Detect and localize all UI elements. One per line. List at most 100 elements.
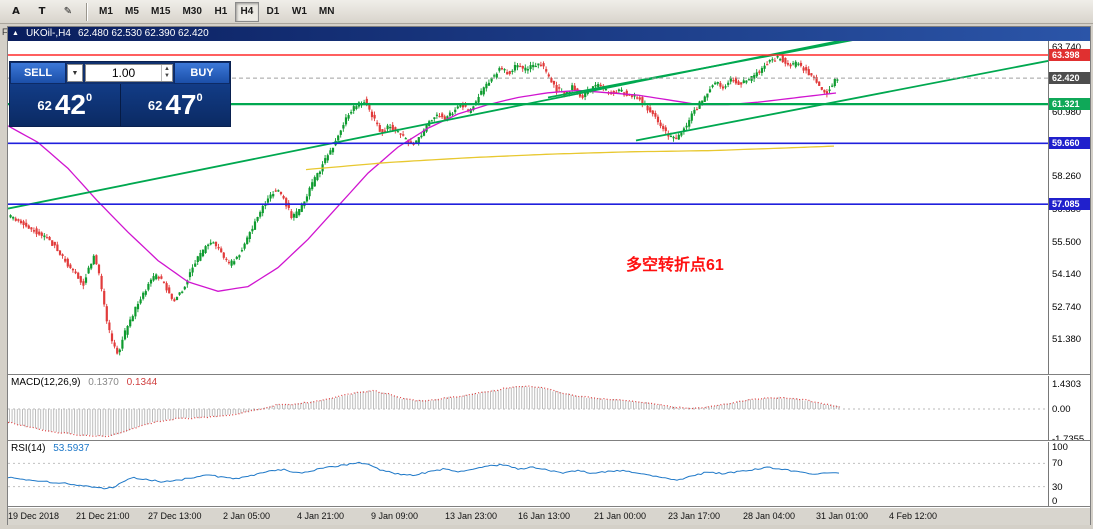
macd-pane[interactable]: MACD(12,26,9) 0.1370 0.1344 bbox=[8, 376, 1048, 440]
macd-main-value: 0.1370 bbox=[88, 377, 119, 388]
chart-symbol-title: UKOil-,H4 bbox=[25, 28, 71, 39]
chart-window: ▲ UKOil-,H4 62.480 62.530 62.390 62.420 … bbox=[7, 26, 1091, 525]
rsi-value: 53.5937 bbox=[53, 443, 90, 454]
timeframe-w1-button[interactable]: W1 bbox=[291, 6, 307, 17]
rsi-line bbox=[8, 461, 840, 490]
rsi-svg bbox=[8, 461, 1048, 490]
macd-axis-label: 0.00 bbox=[1052, 404, 1071, 415]
time-axis-label: 4 Jan 21:00 bbox=[297, 511, 345, 521]
price-axis: 63.74060.98058.26056.88055.50054.14052.7… bbox=[1048, 41, 1090, 374]
rsi-label: RSI(14) 53.5937 bbox=[11, 443, 89, 454]
text-annotation-button[interactable]: A bbox=[12, 6, 20, 17]
timeframe-m1-button[interactable]: M1 bbox=[99, 6, 113, 17]
buy-price-display[interactable]: 62 47 0 bbox=[119, 84, 230, 126]
rsi-pane[interactable]: RSI(14) 53.5937 bbox=[8, 442, 1048, 506]
price-badge-57085: 57.085 bbox=[1049, 198, 1090, 210]
volume-stepper[interactable]: ▲ ▼ bbox=[161, 65, 172, 81]
price-axis-label: 55.500 bbox=[1052, 237, 1082, 248]
buy-price-fraction: 0 bbox=[196, 92, 203, 104]
chart-ohlc-values: 62.480 62.530 62.390 62.420 bbox=[77, 28, 209, 39]
pane-separator[interactable] bbox=[8, 440, 1090, 442]
timeframe-button-group: M1 M5 M15 M30 H1 H4 D1 W1 MN bbox=[93, 1, 340, 22]
chart-toolbar: A T ✎ M1 M5 M15 M30 H1 H4 D1 W1 MN bbox=[0, 0, 1093, 24]
buy-price-pips: 47 bbox=[165, 89, 197, 120]
rsi-axis-label: 0 bbox=[1052, 496, 1058, 506]
pane-separator bbox=[8, 506, 1090, 508]
order-type-dropdown[interactable]: ▼ bbox=[67, 64, 83, 82]
text-label-button[interactable]: T bbox=[38, 6, 46, 17]
time-axis-label: 21 Jan 00:00 bbox=[594, 511, 647, 521]
macd-svg bbox=[8, 385, 1048, 438]
sell-price-pips: 42 bbox=[54, 89, 86, 120]
one-click-trade-panel: SELL ▼ 1.00 ▲ ▼ BUY 62 bbox=[9, 61, 231, 127]
timeframe-m5-button[interactable]: M5 bbox=[125, 6, 139, 17]
chart-title-bar: ▲ UKOil-,H4 62.480 62.530 62.390 62.420 bbox=[8, 27, 1090, 41]
trade-panel-top-row: SELL ▼ 1.00 ▲ ▼ BUY bbox=[10, 62, 230, 84]
price-axis-label: 52.740 bbox=[1052, 302, 1082, 313]
time-axis-label: 2 Jan 05:00 bbox=[223, 511, 271, 521]
time-axis: 19 Dec 2018 21 Dec 21:00 27 Dec 13:00 2 Jan… bbox=[8, 508, 1090, 525]
price-axis-label: 60.980 bbox=[1052, 107, 1082, 118]
time-axis-label: 28 Jan 04:00 bbox=[743, 511, 796, 521]
spin-up-icon: ▲ bbox=[164, 65, 170, 72]
rsi-axis: 100 70 30 0 bbox=[1048, 442, 1090, 506]
time-axis-label: 13 Jan 23:00 bbox=[445, 511, 498, 521]
pane-separator[interactable] bbox=[8, 374, 1090, 376]
time-axis-label: 9 Jan 09:00 bbox=[371, 511, 419, 521]
price-badge-59660: 59.660 bbox=[1049, 137, 1090, 149]
toolbar-icon-group: A T ✎ bbox=[3, 2, 81, 22]
draw-tool-button[interactable]: ✎ bbox=[63, 6, 73, 17]
timeframe-h4-button[interactable]: H4 bbox=[234, 1, 259, 22]
macd-axis-label: -1.7355 bbox=[1052, 434, 1085, 440]
volume-input[interactable]: 1.00 ▲ ▼ bbox=[85, 64, 173, 82]
timeframe-m15-button[interactable]: M15 bbox=[151, 6, 171, 17]
time-axis-label: 21 Dec 21:00 bbox=[76, 511, 130, 521]
price-badge-63398: 63.398 bbox=[1049, 49, 1090, 61]
macd-signal-line bbox=[8, 385, 841, 438]
macd-axis: 1.4303 0.00 -1.7355 bbox=[1048, 376, 1090, 440]
time-axis-label: 4 Feb 12:00 bbox=[889, 511, 938, 521]
chevron-down-icon: ▼ bbox=[71, 69, 79, 77]
price-axis-label: 54.140 bbox=[1052, 269, 1082, 280]
price-badge-61321: 61.321 bbox=[1049, 98, 1090, 110]
sell-price-display[interactable]: 62 42 0 bbox=[10, 84, 120, 126]
price-axis-label: 58.260 bbox=[1052, 171, 1082, 182]
rsi-indicator-name: RSI(14) bbox=[11, 443, 46, 454]
time-axis-label: 31 Jan 01:00 bbox=[816, 511, 869, 521]
trade-panel-price-row: 62 42 0 62 47 0 bbox=[10, 84, 230, 126]
sell-price-main: 62 bbox=[37, 97, 52, 113]
rsi-axis-label: 70 bbox=[1052, 458, 1063, 469]
volume-value: 1.00 bbox=[111, 66, 136, 80]
spin-down-icon: ▼ bbox=[164, 73, 170, 79]
time-axis-label: 16 Jan 13:00 bbox=[518, 511, 571, 521]
sell-price-fraction: 0 bbox=[86, 92, 93, 104]
time-axis-label: 27 Dec 13:00 bbox=[148, 511, 202, 521]
macd-axis-label: 1.4303 bbox=[1052, 379, 1082, 390]
price-badge-62420: 62.420 bbox=[1049, 72, 1090, 84]
timeframe-d1-button[interactable]: D1 bbox=[266, 6, 280, 17]
chart-window-icon: ▲ bbox=[12, 30, 19, 37]
time-axis-label: 19 Dec 2018 bbox=[8, 511, 60, 521]
toolbar-separator bbox=[86, 2, 88, 21]
macd-label: MACD(12,26,9) 0.1370 0.1344 bbox=[11, 377, 157, 388]
price-chart[interactable]: 多空转折点61 SELL ▼ 1.00 ▲ ▼ BUY bbox=[8, 41, 1048, 374]
chart-text-annotation: 多空转折点61 bbox=[626, 257, 724, 274]
rsi-axis-label: 100 bbox=[1052, 442, 1068, 453]
macd-signal-value: 0.1344 bbox=[126, 377, 158, 388]
rsi-axis-label: 30 bbox=[1052, 482, 1063, 493]
timeframe-h1-button[interactable]: H1 bbox=[214, 6, 228, 17]
candles-layer bbox=[9, 53, 839, 356]
trendlines-layer bbox=[8, 41, 1048, 210]
timeframe-mn-button[interactable]: MN bbox=[318, 6, 335, 17]
macd-histogram bbox=[9, 386, 840, 437]
buy-price-main: 62 bbox=[147, 97, 163, 113]
price-axis-label: 51.380 bbox=[1052, 334, 1082, 345]
sell-button[interactable]: SELL bbox=[10, 62, 66, 84]
time-axis-label: 23 Jan 17:00 bbox=[668, 511, 721, 521]
edge-label: F bbox=[2, 27, 8, 37]
price-axis-label: 63.740 bbox=[1052, 42, 1082, 53]
timeframe-m30-button[interactable]: M30 bbox=[182, 6, 202, 17]
buy-button[interactable]: BUY bbox=[174, 62, 230, 84]
macd-indicator-name: MACD(12,26,9) bbox=[11, 377, 81, 388]
